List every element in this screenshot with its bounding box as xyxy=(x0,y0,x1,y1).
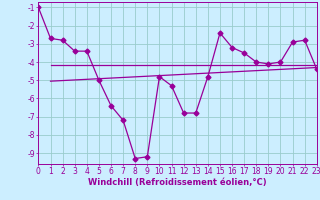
X-axis label: Windchill (Refroidissement éolien,°C): Windchill (Refroidissement éolien,°C) xyxy=(88,178,267,187)
